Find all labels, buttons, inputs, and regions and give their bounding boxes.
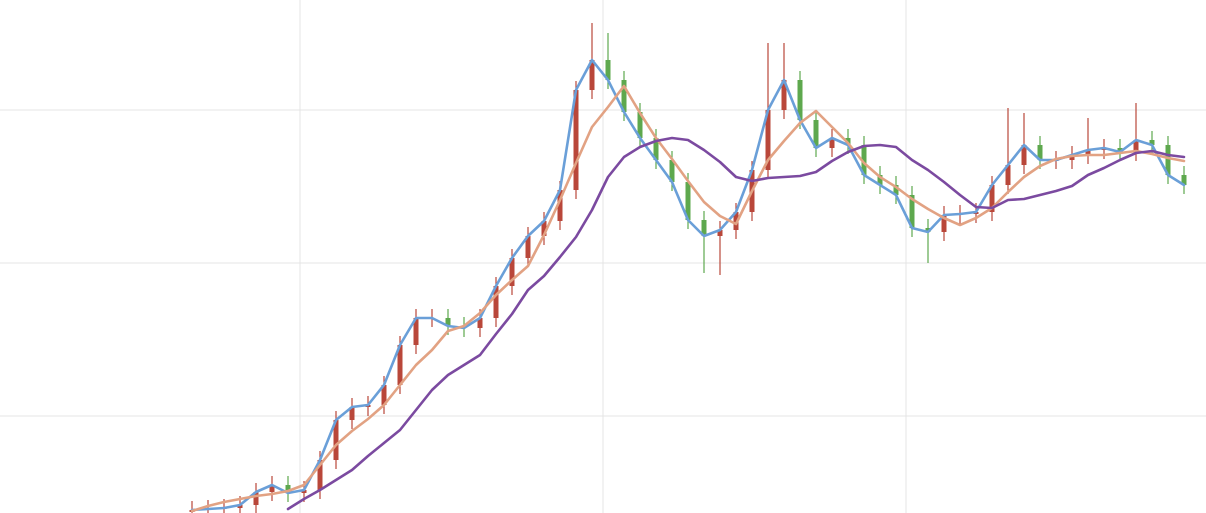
candle-body <box>525 236 531 258</box>
moving-average-line <box>286 136 1186 511</box>
candle-body <box>237 505 243 508</box>
candle-body <box>253 492 259 505</box>
candle-body <box>1037 145 1043 160</box>
candle-body <box>877 175 883 185</box>
candle-body <box>605 60 611 80</box>
candle-body <box>797 80 803 120</box>
candle-body <box>285 485 291 493</box>
candle-body <box>1021 145 1027 165</box>
candle-body <box>941 215 947 232</box>
candle-body <box>861 145 867 175</box>
candle-body <box>301 490 307 493</box>
candle-body <box>989 185 995 212</box>
candle-body <box>509 258 515 286</box>
candle-body <box>765 110 771 170</box>
candle-body <box>589 60 595 90</box>
candle-body <box>925 228 931 232</box>
candle-body <box>909 195 915 228</box>
moving-average-line <box>190 84 1186 513</box>
candle-body <box>829 138 835 148</box>
candle-body <box>701 220 707 236</box>
candle-body <box>1181 175 1187 185</box>
candle-body <box>893 185 899 195</box>
candle-body <box>1117 148 1123 152</box>
candle-body <box>397 345 403 385</box>
candle-body <box>573 90 579 190</box>
candle-body <box>557 190 563 221</box>
candle-body <box>541 221 547 236</box>
candle-body <box>653 138 659 160</box>
candle-body <box>269 485 275 492</box>
candle-body <box>477 318 483 328</box>
candle-body <box>1085 150 1091 155</box>
moving-average-line <box>190 58 1186 512</box>
candle-body <box>1069 155 1075 160</box>
candle-body <box>333 420 339 460</box>
candle-body <box>1005 165 1011 185</box>
candle-body <box>685 182 691 220</box>
candle-body <box>493 286 499 318</box>
candle-body <box>413 318 419 345</box>
candle-body <box>317 460 323 490</box>
candle-body <box>733 212 739 230</box>
candle-body <box>669 160 675 182</box>
candle-body <box>813 120 819 148</box>
candle-body <box>1133 140 1139 152</box>
candle-body <box>445 318 451 326</box>
candle-body <box>637 112 643 138</box>
candle-body <box>1165 145 1171 175</box>
candle-body <box>781 80 787 110</box>
candle-body <box>621 80 627 112</box>
candle-body <box>381 385 387 405</box>
candle-body <box>717 230 723 236</box>
candle-body <box>349 407 355 420</box>
candle-body <box>1149 140 1155 145</box>
